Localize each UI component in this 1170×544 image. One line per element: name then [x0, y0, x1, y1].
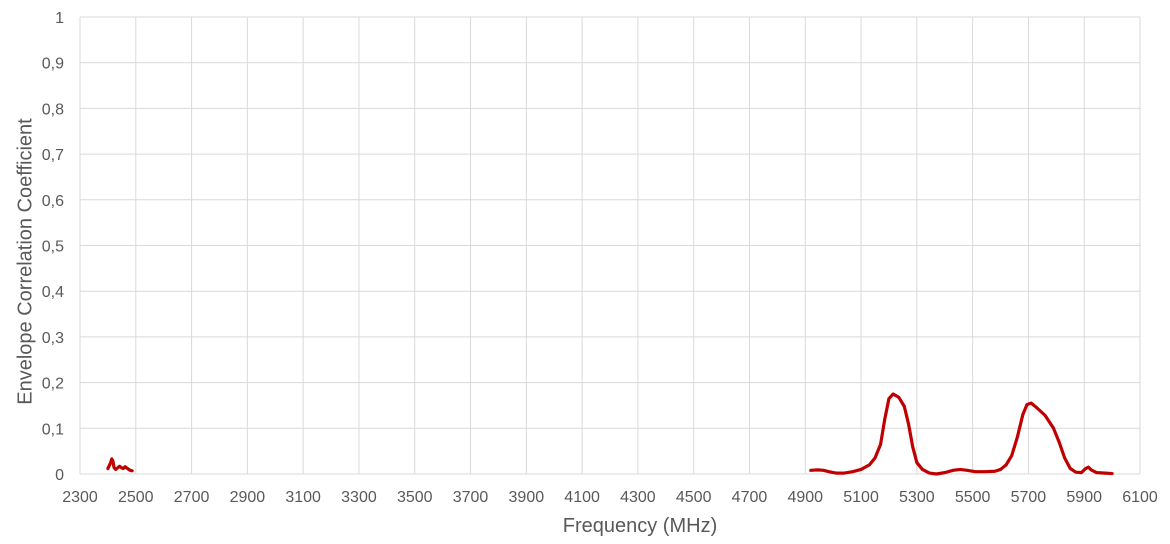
y-tick-label: 0,2 — [42, 376, 64, 393]
x-tick-label: 5300 — [899, 489, 935, 506]
x-tick-label: 2700 — [174, 489, 210, 506]
x-tick-label: 3300 — [341, 489, 377, 506]
y-tick-label: 0,1 — [42, 421, 64, 438]
x-tick-label: 2900 — [230, 489, 266, 506]
x-tick-label: 5500 — [955, 489, 991, 506]
x-axis-title: Frequency (MHz) — [563, 515, 717, 537]
x-tick-labels: 2300 2500 2700 2900 3100 3300 3500 3700 3900 4100… — [62, 489, 1158, 506]
x-tick-label: 3700 — [453, 489, 489, 506]
x-tick-label: 4700 — [732, 489, 768, 506]
y-tick-labels: 0 0,1 0,2 0,3 0,4 0,5 0,6 0,7 0,8 0,9 1 — [42, 10, 64, 484]
y-tick-label: 0,3 — [42, 330, 64, 347]
x-tick-label: 5900 — [1066, 489, 1102, 506]
y-tick-label: 0 — [55, 467, 64, 484]
x-tick-label: 4300 — [620, 489, 656, 506]
y-tick-label: 0,6 — [42, 193, 64, 210]
x-tick-label: 5700 — [1011, 489, 1047, 506]
x-tick-label: 6100 — [1122, 489, 1158, 506]
y-gridlines — [80, 16, 1140, 475]
y-axis-title: Envelope Correlation Coefficient — [14, 118, 36, 405]
y-tick-label: 0,7 — [42, 147, 64, 164]
x-tick-label: 5100 — [843, 489, 879, 506]
series-line-segment — [106, 457, 134, 473]
y-tick-label: 0,9 — [42, 56, 64, 73]
x-tick-label: 4900 — [787, 489, 823, 506]
x-tick-label: 3100 — [285, 489, 321, 506]
x-gridlines — [79, 17, 1141, 474]
x-tick-label: 4100 — [564, 489, 600, 506]
y-tick-label: 0,4 — [42, 284, 64, 301]
x-tick-label: 4500 — [676, 489, 712, 506]
series-line-segment — [809, 392, 1114, 476]
x-tick-label: 3900 — [509, 489, 545, 506]
y-tick-label: 0,8 — [42, 101, 64, 118]
y-tick-label: 1 — [55, 10, 64, 27]
x-tick-label: 2500 — [118, 489, 154, 506]
x-tick-label: 3500 — [397, 489, 433, 506]
series-layer — [106, 392, 1114, 476]
x-tick-label: 2300 — [62, 489, 98, 506]
y-tick-label: 0,5 — [42, 239, 64, 256]
